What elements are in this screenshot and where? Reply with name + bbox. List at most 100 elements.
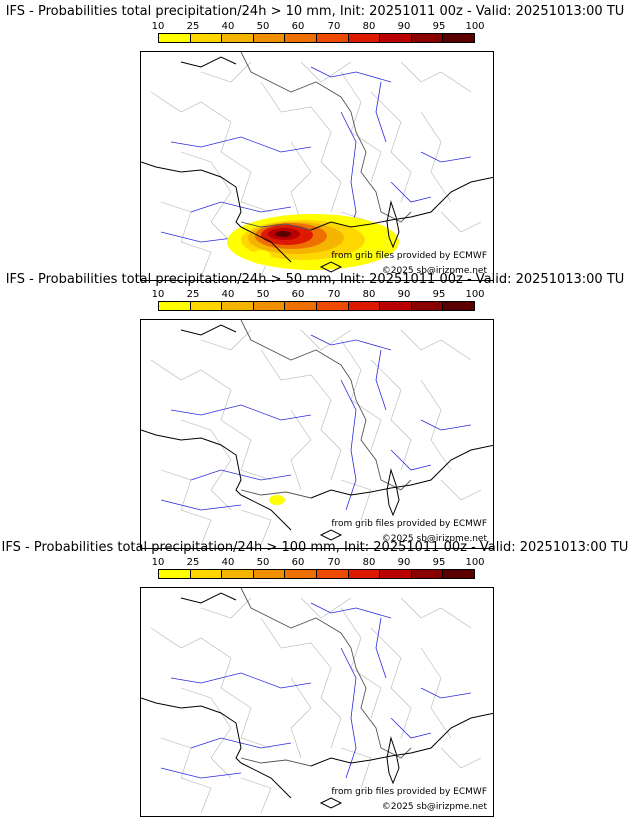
colorbar-segment — [190, 34, 223, 42]
river-line — [310, 602, 392, 619]
admin-boundary — [200, 329, 252, 351]
colorbar-tick-label: 100 — [465, 289, 485, 300]
panel-title: IFS - Probabilities total precipitation/… — [1, 540, 629, 555]
river-line — [310, 334, 392, 351]
admin-boundary — [160, 469, 212, 546]
admin-boundary — [440, 211, 482, 233]
colorbar-tick-label: 90 — [397, 557, 411, 568]
colorbar-segment — [348, 302, 381, 310]
coastline — [310, 176, 493, 231]
colorbar-tick-label: 40 — [221, 557, 235, 568]
country-border — [380, 747, 412, 759]
coastline — [240, 226, 292, 263]
admin-boundary — [400, 61, 472, 93]
colorbar — [158, 33, 475, 43]
country-border — [350, 647, 382, 749]
river-line — [390, 717, 432, 739]
river-line — [390, 181, 432, 203]
coastline — [310, 712, 493, 767]
colorbar-segment — [380, 302, 412, 310]
country-border — [380, 479, 412, 491]
admin-boundary — [290, 677, 312, 759]
admin-boundary — [400, 329, 472, 361]
coastline — [180, 592, 237, 604]
admin-boundary — [340, 747, 372, 789]
admin-boundary — [290, 141, 312, 223]
colorbar-segment — [253, 570, 286, 578]
coastline — [240, 762, 292, 799]
colorbar-tick-label: 50 — [256, 289, 270, 300]
admin-boundary — [300, 61, 352, 83]
river-line — [160, 767, 242, 779]
coastline — [386, 736, 400, 785]
river-line — [190, 737, 292, 749]
admin-boundary — [150, 91, 272, 213]
admin-boundary — [370, 627, 412, 739]
colorbar-tick-label: 80 — [362, 289, 376, 300]
colorbar-tick-label: 25 — [186, 21, 200, 32]
colorbar — [158, 569, 475, 579]
colorbar-tick-label: 25 — [186, 289, 200, 300]
river-line — [375, 81, 387, 143]
colorbar-tick-label: 80 — [362, 21, 376, 32]
probability-map: from grib files provided by ECMWF ©2025 … — [140, 319, 494, 549]
coastline — [386, 200, 400, 249]
colorbar-tick-label: 40 — [221, 21, 235, 32]
colorbar-tick-label: 50 — [256, 557, 270, 568]
colorbar-tick-label: 60 — [291, 21, 305, 32]
colorbar-tick-label: 95 — [432, 289, 446, 300]
admin-boundary — [440, 479, 482, 501]
admin-boundary — [260, 617, 342, 749]
admin-boundary — [260, 81, 342, 213]
colorbar-segment — [443, 570, 474, 578]
coastline — [319, 529, 343, 541]
prob-area-95 — [275, 231, 291, 237]
admin-boundary — [150, 359, 272, 481]
colorbar-labels: 10 25 40 50 60 70 80 90 95 100 — [152, 21, 485, 33]
colorbar-segment — [222, 34, 254, 42]
admin-boundary — [160, 737, 212, 814]
colorbar-segment — [316, 302, 349, 310]
colorbar-tick-label: 95 — [432, 557, 446, 568]
probability-field — [227, 214, 399, 270]
coastline — [319, 261, 343, 273]
panel-title: IFS - Probabilities total precipitation/… — [5, 272, 625, 287]
map-panel-50mm: IFS - Probabilities total precipitation/… — [0, 272, 630, 549]
credit-text: from grib files provided by ECMWF — [331, 251, 487, 261]
copyright-text: ©2025 sb@irizpme.net — [381, 266, 487, 276]
admin-boundary — [400, 597, 472, 629]
colorbar — [158, 301, 475, 311]
prob-area-edge — [251, 250, 271, 264]
colorbar-segment — [285, 34, 317, 42]
admin-boundary — [300, 329, 352, 351]
admin-boundary — [200, 61, 252, 83]
colorbar-labels: 10 25 40 50 60 70 80 90 95 100 — [152, 557, 485, 569]
credit-text: from grib files provided by ECMWF — [331, 519, 487, 529]
admin-boundary — [160, 201, 212, 278]
river-line — [190, 201, 292, 213]
admin-boundary — [180, 419, 232, 511]
admin-boundary — [340, 479, 372, 521]
coastline — [386, 468, 400, 517]
river-line — [390, 449, 432, 471]
country-border — [240, 757, 312, 767]
admin-boundary — [240, 509, 272, 546]
coastline — [141, 697, 242, 764]
colorbar-tick-label: 10 — [151, 21, 165, 32]
colorbar-tick-label: 100 — [465, 557, 485, 568]
map-panel-10mm: IFS - Probabilities total precipitation/… — [0, 4, 630, 281]
copyright-text: ©2025 sb@irizpme.net — [381, 534, 487, 544]
colorbar-tick-label: 10 — [151, 557, 165, 568]
admin-boundary — [440, 747, 482, 769]
colorbar-segment — [222, 302, 254, 310]
probability-field — [269, 495, 285, 505]
country-border — [380, 211, 412, 223]
colorbar-segment — [316, 570, 349, 578]
coastline — [180, 324, 237, 336]
colorbar-segment — [190, 570, 223, 578]
colorbar-segment — [285, 302, 317, 310]
colorbar-labels: 10 25 40 50 60 70 80 90 95 100 — [152, 289, 485, 301]
river-line — [420, 687, 472, 699]
coastline — [180, 56, 237, 68]
coastline — [141, 161, 242, 228]
